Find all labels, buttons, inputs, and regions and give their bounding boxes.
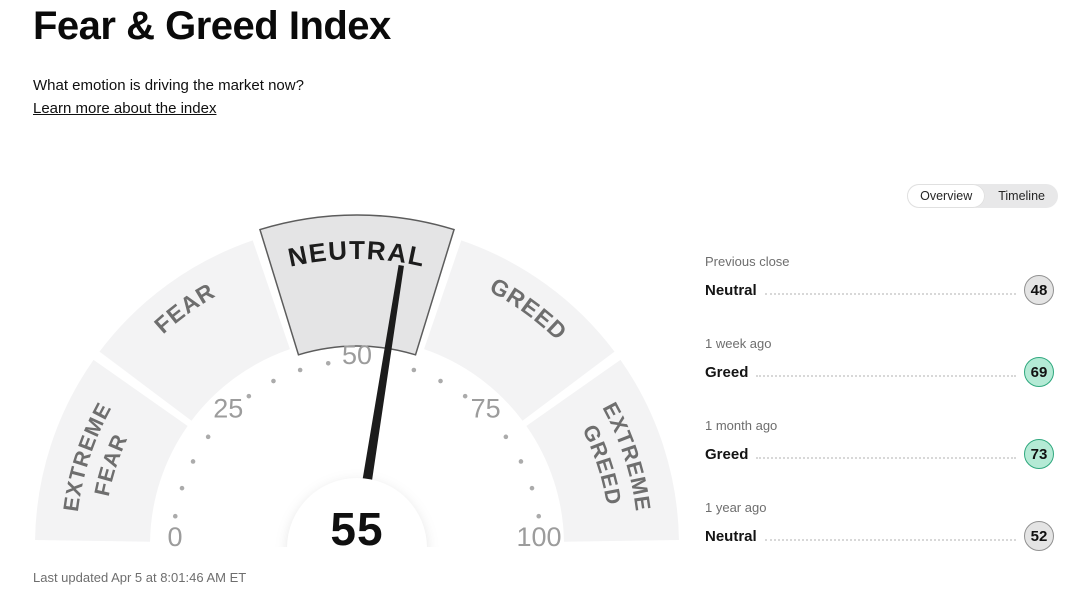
history-rating: Neutral <box>705 527 757 545</box>
svg-text:25: 25 <box>213 393 243 423</box>
gauge-value: 55 <box>330 503 383 547</box>
svg-text:0: 0 <box>167 522 182 547</box>
fear-greed-gauge: EXTREME FEAR FEAR NEUTRAL GREED EXTREME GREED 0… <box>10 195 700 597</box>
dotted-leader <box>756 457 1016 459</box>
gauge-svg: EXTREMEFEARFEARNEUTRALGREEDEXTREMEGREED0… <box>35 214 679 597</box>
tab-timeline[interactable]: Timeline <box>998 189 1045 203</box>
svg-text:75: 75 <box>471 393 501 423</box>
history-row: 1 month ago Greed 73 <box>705 418 1054 469</box>
history-period-label: 1 month ago <box>705 418 778 433</box>
page-subtitle: What emotion is driving the market now? <box>33 77 304 94</box>
history-value-badge: 69 <box>1024 357 1054 387</box>
history-rating: Greed <box>705 363 749 381</box>
history-panel: Previous close Neutral 48 1 week ago Gre… <box>705 254 1054 582</box>
view-toggle: Overview Timeline <box>907 184 1058 208</box>
history-period-label: 1 year ago <box>705 500 767 515</box>
history-value-badge: 48 <box>1024 275 1054 305</box>
page-title: Fear & Greed Index <box>33 4 391 48</box>
learn-more-link[interactable]: Learn more about the index <box>33 100 217 117</box>
history-rating: Neutral <box>705 281 757 299</box>
history-value-badge: 52 <box>1024 521 1054 551</box>
history-row: 1 year ago Neutral 52 <box>705 500 1054 551</box>
dotted-leader <box>764 539 1016 541</box>
history-rating: Greed <box>705 445 749 463</box>
svg-text:100: 100 <box>516 522 561 547</box>
history-row: 1 week ago Greed 69 <box>705 336 1054 387</box>
history-row: Previous close Neutral 48 <box>705 254 1054 305</box>
tab-overview[interactable]: Overview <box>907 184 986 208</box>
last-updated-text: Last updated Apr 5 at 8:01:46 AM ET <box>33 570 247 585</box>
history-value-badge: 73 <box>1024 439 1054 469</box>
dotted-leader <box>756 375 1016 377</box>
history-period-label: 1 week ago <box>705 336 772 351</box>
dotted-leader <box>764 293 1016 295</box>
svg-text:50: 50 <box>342 340 372 370</box>
history-period-label: Previous close <box>705 254 790 269</box>
